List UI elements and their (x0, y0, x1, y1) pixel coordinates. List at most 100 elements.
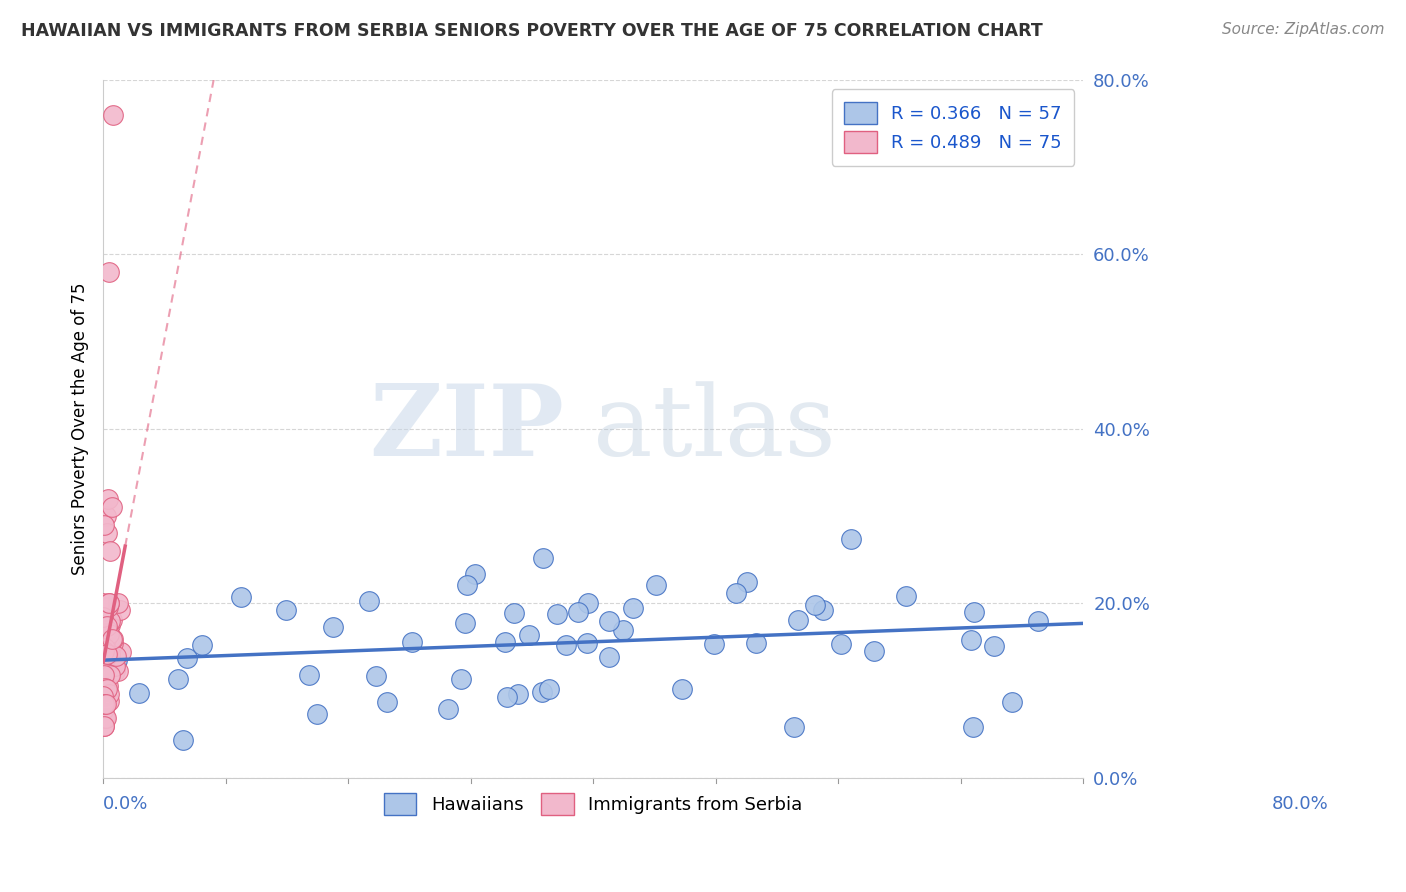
Point (1001, 695, 1024, 709)
Point (93, 677, 115, 691)
Point (724, 586, 747, 600)
Point (94, 640, 117, 655)
Point (104, 664, 127, 678)
Point (94, 663, 117, 677)
Point (506, 688, 529, 702)
Point (517, 628, 540, 642)
Point (530, 684, 553, 698)
Point (576, 596, 599, 610)
Point (93, 626, 115, 640)
Point (96, 632, 118, 647)
Legend: Hawaiians, Immigrants from Serbia: Hawaiians, Immigrants from Serbia (375, 784, 811, 824)
Point (172, 732, 194, 747)
Point (97, 647, 120, 661)
Point (191, 638, 214, 652)
Point (101, 108, 124, 122)
Point (96, 623, 118, 637)
Point (91, 596, 114, 610)
Point (97, 596, 120, 610)
Y-axis label: Seniors Poverty Over the Age of 75: Seniors Poverty Over the Age of 75 (72, 283, 89, 575)
Point (100, 614, 122, 628)
Point (229, 590, 252, 604)
Point (100, 618, 122, 632)
Point (101, 632, 124, 647)
Point (839, 532, 862, 546)
Point (97, 679, 120, 693)
Point (357, 594, 380, 608)
Point (94, 649, 117, 664)
Point (97, 687, 120, 701)
Point (100, 544, 122, 558)
Point (450, 673, 472, 687)
Point (456, 578, 478, 592)
Point (100, 500, 122, 515)
Point (93, 719, 115, 733)
Point (108, 602, 131, 616)
Point (166, 672, 188, 686)
Point (110, 645, 132, 659)
Point (503, 607, 526, 621)
Point (94, 641, 117, 656)
Point (107, 665, 129, 679)
Point (567, 605, 589, 619)
Point (103, 632, 125, 646)
Point (97, 632, 120, 647)
Point (97, 491, 120, 506)
Point (128, 686, 150, 700)
Point (101, 636, 124, 650)
Point (96, 682, 118, 697)
Point (531, 551, 554, 566)
Point (98, 648, 121, 662)
Point (93, 683, 115, 698)
Point (93, 689, 115, 703)
Text: Source: ZipAtlas.com: Source: ZipAtlas.com (1222, 22, 1385, 37)
Point (105, 653, 128, 667)
Point (107, 596, 129, 610)
Point (783, 720, 806, 734)
Text: HAWAIIAN VS IMMIGRANTS FROM SERBIA SENIORS POVERTY OVER THE AGE OF 75 CORRELATIO: HAWAIIAN VS IMMIGRANTS FROM SERBIA SENIO… (21, 22, 1043, 40)
Point (98, 694, 121, 708)
Point (93, 683, 115, 698)
Point (735, 574, 758, 589)
Point (93, 719, 115, 733)
Point (274, 603, 297, 617)
Point (862, 644, 884, 658)
Point (671, 681, 693, 696)
Point (98, 627, 121, 641)
Point (91, 673, 114, 687)
Text: 80.0%: 80.0% (1272, 795, 1329, 813)
Point (93, 680, 115, 694)
Point (598, 649, 620, 664)
Point (104, 659, 127, 673)
Point (96, 647, 118, 661)
Point (93, 517, 115, 532)
Point (97, 657, 120, 672)
Point (401, 635, 423, 649)
Point (962, 605, 984, 619)
Point (96, 697, 118, 711)
Point (962, 720, 984, 734)
Point (176, 650, 198, 665)
Point (495, 690, 517, 704)
Point (305, 707, 328, 722)
Point (96, 619, 118, 633)
Point (93, 667, 115, 681)
Point (100, 665, 122, 680)
Point (364, 668, 387, 682)
Point (546, 607, 568, 622)
Point (576, 635, 599, 649)
Point (100, 667, 122, 681)
Text: 0.0%: 0.0% (103, 795, 149, 813)
Point (894, 589, 917, 603)
Point (830, 637, 852, 651)
Point (454, 615, 477, 630)
Point (93, 610, 115, 624)
Point (813, 603, 835, 617)
Point (97, 647, 120, 661)
Point (91, 681, 114, 696)
Point (803, 599, 825, 613)
Point (97, 596, 120, 610)
Point (93, 702, 115, 716)
Point (98, 265, 121, 279)
Point (94, 508, 117, 523)
